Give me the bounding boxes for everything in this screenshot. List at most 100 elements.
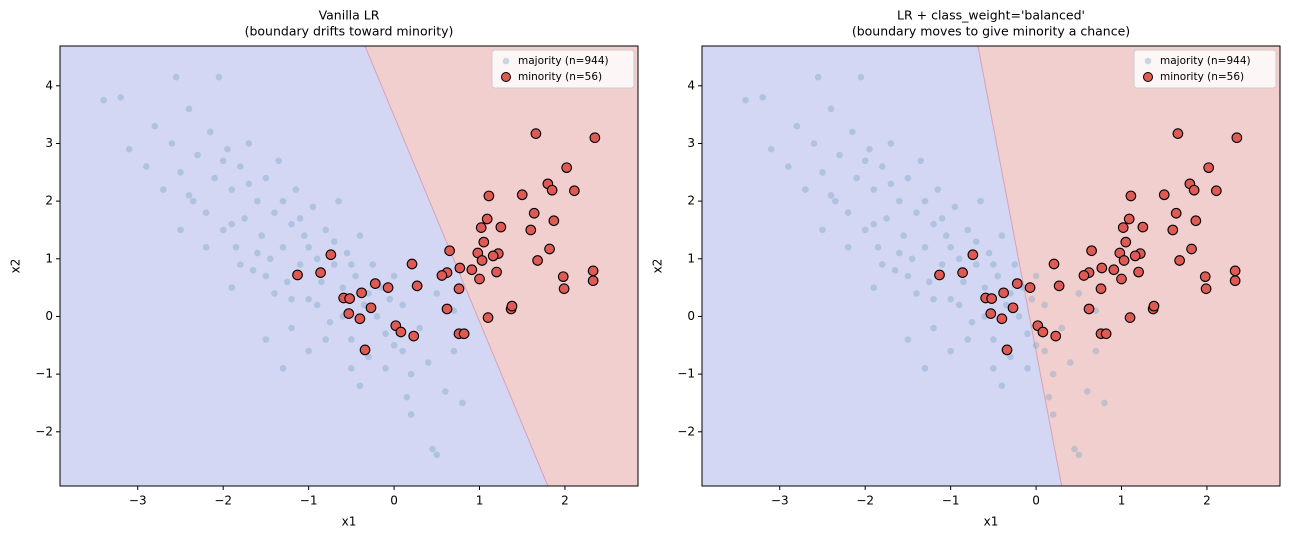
minority-point bbox=[1095, 283, 1107, 295]
majority-point bbox=[908, 255, 916, 263]
minority-point bbox=[441, 303, 453, 315]
minority-point bbox=[1174, 255, 1185, 266]
majority-point bbox=[249, 267, 257, 274]
minority-point bbox=[1108, 264, 1120, 276]
majority-point bbox=[296, 261, 304, 268]
majority-point bbox=[964, 226, 972, 234]
majority-point bbox=[245, 140, 253, 147]
minority-point bbox=[359, 344, 371, 356]
legend-label: majority (n=944) bbox=[518, 55, 609, 67]
majority-point bbox=[356, 232, 364, 240]
minority-point bbox=[325, 249, 337, 261]
minority-point bbox=[1148, 300, 1160, 312]
minority-point bbox=[548, 215, 560, 227]
majority-point bbox=[254, 197, 261, 205]
majority-point bbox=[998, 232, 1006, 240]
majority-point bbox=[994, 272, 1001, 280]
x-tick-label: −2 bbox=[214, 494, 232, 508]
majority-point bbox=[827, 192, 835, 199]
majority-point bbox=[185, 192, 193, 199]
x-tick-label: −3 bbox=[771, 494, 789, 508]
minority-point bbox=[474, 273, 485, 285]
minority-point bbox=[934, 269, 945, 281]
majority-point bbox=[271, 290, 278, 297]
minority-point bbox=[1200, 283, 1212, 295]
majority-point bbox=[125, 145, 133, 153]
majority-point bbox=[943, 232, 950, 240]
minority-point bbox=[506, 300, 518, 312]
majority-point bbox=[386, 295, 394, 303]
minority-point bbox=[1053, 280, 1065, 292]
y-tick-label: 2 bbox=[687, 194, 695, 208]
legend-box bbox=[1133, 49, 1277, 89]
majority-point bbox=[998, 382, 1006, 389]
minority-point bbox=[1167, 224, 1179, 236]
minority-point bbox=[476, 255, 488, 266]
chart-title: (boundary moves to give minority a chanc… bbox=[852, 24, 1130, 39]
majority-point bbox=[896, 249, 903, 257]
majority-point bbox=[365, 353, 372, 361]
minority-point bbox=[344, 293, 355, 304]
majority-point bbox=[403, 393, 411, 401]
minority-point bbox=[1210, 185, 1222, 197]
plot-area bbox=[60, 46, 638, 486]
majority-point bbox=[878, 163, 886, 170]
legend-marker bbox=[1143, 72, 1153, 82]
minority-point bbox=[532, 255, 543, 266]
minority-point bbox=[454, 262, 466, 274]
y-axis-label: x2 bbox=[651, 259, 665, 274]
majority-point bbox=[844, 209, 852, 216]
majority-point bbox=[1101, 399, 1108, 407]
majority-point bbox=[185, 105, 193, 113]
majority-point bbox=[968, 318, 976, 326]
legend-label: majority (n=944) bbox=[1160, 55, 1251, 67]
majority-point bbox=[1007, 353, 1014, 361]
majority-point bbox=[151, 122, 159, 130]
majority-point bbox=[904, 272, 912, 280]
minority-point bbox=[1129, 250, 1141, 262]
x-tick-label: 2 bbox=[1203, 494, 1211, 508]
majority-point bbox=[1024, 365, 1031, 372]
minority-point bbox=[985, 308, 997, 319]
majority-point bbox=[352, 272, 359, 280]
minority-point bbox=[1118, 255, 1130, 266]
minority-point bbox=[466, 264, 478, 276]
minority-point bbox=[1137, 221, 1149, 233]
majority-point bbox=[219, 226, 227, 234]
minority-point bbox=[1007, 302, 1019, 314]
majority-point bbox=[836, 151, 843, 159]
majority-point bbox=[228, 284, 236, 291]
minority-point bbox=[1190, 215, 1202, 227]
legend-box bbox=[491, 49, 635, 89]
minority-point bbox=[482, 312, 494, 323]
x-tick-label: 2 bbox=[561, 494, 569, 508]
minority-point bbox=[453, 283, 465, 295]
legend-marker bbox=[502, 57, 510, 65]
minority-point bbox=[444, 245, 455, 257]
majority-point bbox=[236, 163, 244, 170]
majority-point bbox=[326, 318, 334, 326]
minority-point bbox=[382, 282, 394, 293]
minority-point bbox=[1083, 303, 1095, 315]
majority-point bbox=[275, 157, 283, 165]
minority-point bbox=[1188, 184, 1200, 196]
majority-point bbox=[904, 174, 912, 182]
majority-point bbox=[938, 261, 946, 268]
minority-point bbox=[481, 213, 493, 225]
majority-point bbox=[322, 336, 330, 343]
minority-point bbox=[967, 249, 979, 261]
majority-point bbox=[292, 186, 300, 193]
majority-point bbox=[951, 203, 959, 211]
majority-point bbox=[947, 295, 954, 303]
region-minority bbox=[365, 46, 638, 486]
majority-point bbox=[433, 290, 441, 297]
majority-point bbox=[202, 209, 210, 216]
y-tick-label: 1 bbox=[687, 251, 695, 265]
majority-point bbox=[271, 209, 278, 216]
minority-point bbox=[525, 224, 537, 236]
majority-point bbox=[1049, 370, 1057, 378]
majority-point bbox=[934, 186, 942, 193]
majority-point bbox=[819, 226, 826, 234]
minority-point bbox=[957, 267, 968, 278]
